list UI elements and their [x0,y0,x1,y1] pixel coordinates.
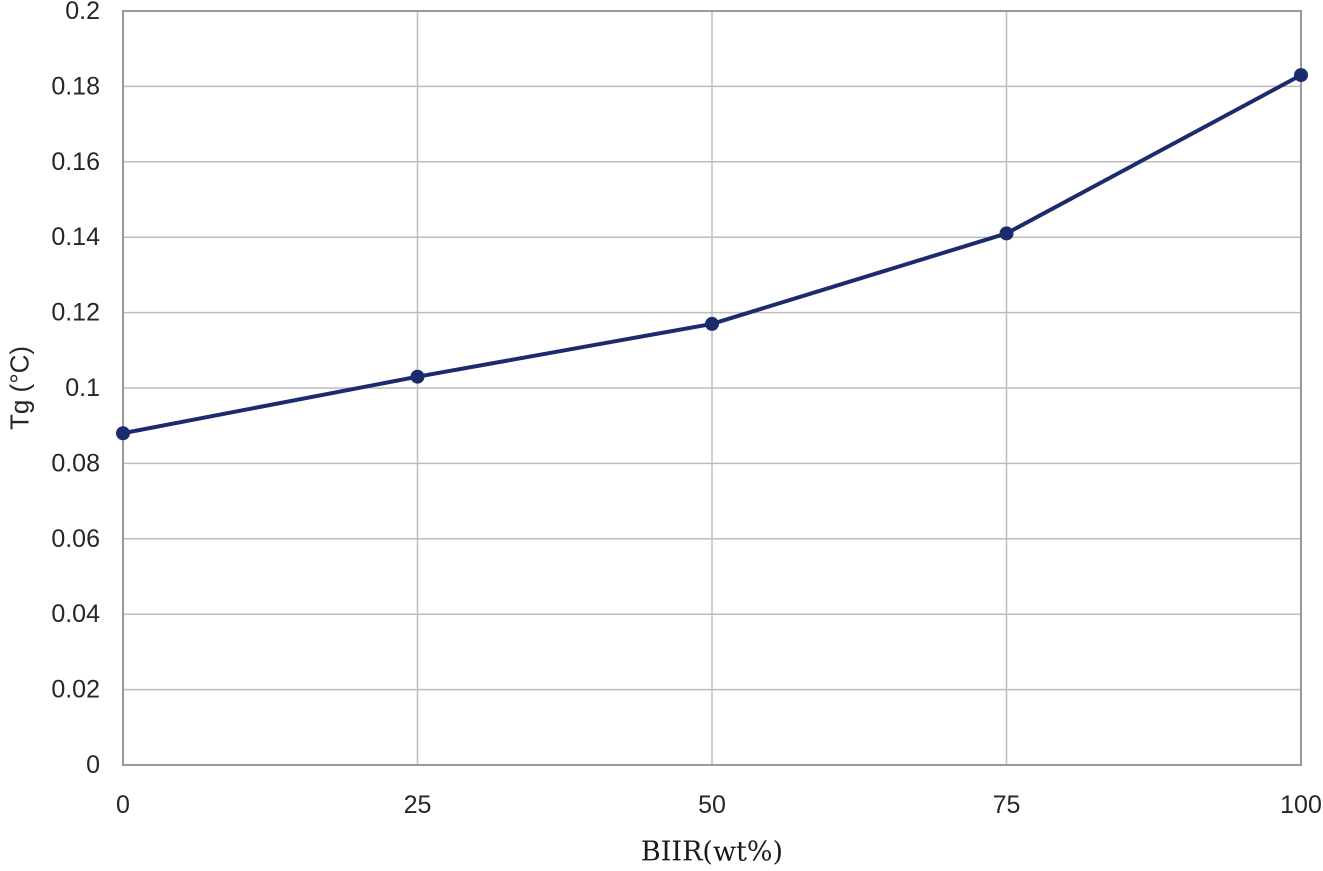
y-tick-label: 0.1 [65,374,100,402]
x-axis-title: BIIR(wt%) [640,836,784,868]
x-tick-label: 50 [698,791,726,819]
x-tick-label: 0 [116,791,130,819]
y-tick-label: 0.2 [65,0,100,25]
data-point-marker [116,426,130,441]
y-tick-label: 0.02 [51,676,100,704]
y-tick-label: 0.06 [51,525,100,553]
y-tick-label: 0.14 [51,223,100,251]
y-tick-label: 0 [86,751,100,779]
data-point-marker [999,226,1014,241]
y-tick-label: 0.18 [51,72,100,100]
y-tick-label: 0.04 [51,600,100,628]
x-tick-label: 75 [993,791,1021,819]
y-axis-title: Tg (°C) [4,345,35,431]
y-tick-label: 0.12 [51,299,100,327]
x-tick-label: 25 [404,791,432,819]
y-tick-label: 0.16 [51,148,100,176]
plot-border [122,10,1302,766]
x-tick-label: 100 [1280,791,1322,819]
data-point-marker [705,316,719,331]
data-point-marker [410,369,425,384]
y-tick-label: 0.08 [51,449,100,477]
data-point-marker [1294,68,1308,83]
